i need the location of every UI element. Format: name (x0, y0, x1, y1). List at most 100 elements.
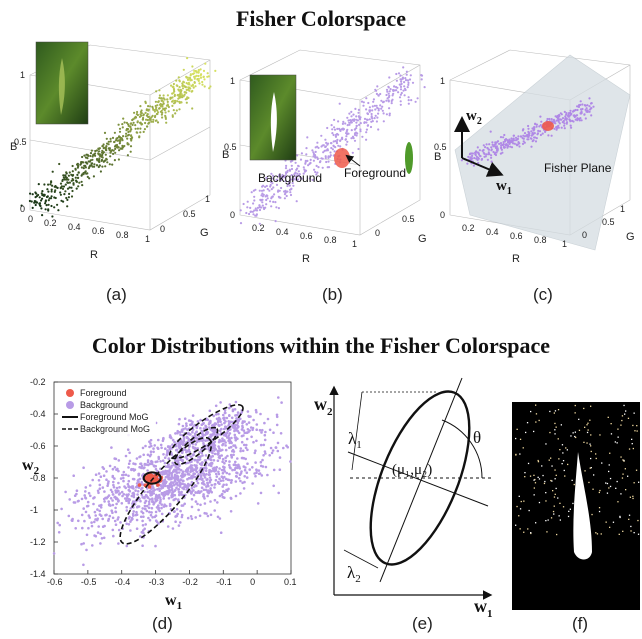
background-point (233, 408, 237, 411)
scatter-point (89, 164, 92, 167)
background-point (176, 459, 180, 462)
background-point (194, 448, 197, 451)
noise-pixel (599, 489, 601, 492)
scatter-point (350, 115, 353, 118)
background-point (134, 462, 137, 466)
background-point (219, 531, 223, 534)
background-point (143, 496, 146, 500)
scatter-point (293, 172, 296, 175)
background-point (269, 446, 273, 450)
scatter-point (476, 146, 479, 149)
background-point (190, 486, 194, 490)
scatter-point (563, 122, 566, 125)
background-point (93, 520, 96, 524)
scatter-point (136, 110, 139, 114)
scatter-point (345, 135, 348, 138)
scatter-point (376, 116, 379, 119)
x-tick-label: -0.6 (47, 577, 63, 587)
noise-pixel (565, 447, 567, 449)
background-point (160, 512, 164, 516)
scatter-point (115, 143, 119, 147)
scatter-point (357, 147, 360, 151)
scatter-point (176, 100, 179, 103)
background-point (127, 493, 130, 496)
scatter-point (68, 171, 71, 174)
background-point (80, 513, 84, 517)
background-point (255, 423, 259, 426)
caption-e: (e) (412, 614, 433, 633)
background-point (209, 513, 213, 517)
noise-pixel (622, 530, 624, 532)
panel-c-x-tick-4: 1 (562, 239, 567, 249)
background-point (155, 520, 159, 524)
scatter-point (142, 130, 145, 133)
scatter-point (147, 115, 150, 118)
scatter-point (579, 103, 582, 106)
scatter-point (160, 109, 163, 112)
noise-pixel (578, 429, 581, 431)
noise-pixel (535, 522, 537, 524)
scatter-point (338, 128, 342, 131)
scatter-point (391, 94, 394, 97)
noise-pixel (600, 533, 602, 535)
scatter-point (346, 116, 349, 119)
background-point (148, 440, 151, 444)
background-point (141, 519, 144, 523)
scatter-point (300, 152, 303, 155)
background-point (212, 442, 216, 446)
scatter-point (181, 84, 184, 87)
background-point (170, 473, 173, 477)
scatter-point (53, 206, 56, 209)
background-point (255, 468, 258, 472)
scatter-point (34, 203, 37, 207)
scatter-point (400, 91, 403, 95)
scatter-point (385, 99, 388, 102)
background-point (106, 484, 109, 488)
noise-pixel (559, 449, 561, 451)
scatter-point (390, 102, 393, 105)
scatter-point (340, 128, 343, 131)
background-point (97, 472, 101, 475)
background-point (166, 445, 170, 448)
scatter-point (381, 105, 384, 108)
background-point (179, 509, 182, 513)
legend-background: Background (80, 400, 128, 410)
foreground-point (155, 477, 159, 482)
scatter-point (49, 183, 52, 186)
scatter-point (190, 84, 193, 87)
scatter-point (484, 155, 487, 158)
background-point (134, 485, 138, 489)
noise-pixel (608, 470, 610, 473)
scatter-point (388, 90, 391, 93)
scatter-point (566, 114, 570, 117)
background-point (241, 421, 244, 425)
scatter-point (136, 120, 139, 123)
background-point (185, 435, 189, 439)
background-point (200, 451, 204, 455)
scatter-point (283, 197, 286, 200)
background-point (97, 491, 100, 495)
background-point (117, 542, 120, 545)
scatter-point (139, 131, 142, 134)
background-point (178, 483, 182, 487)
background-point (195, 426, 199, 430)
background-point (176, 475, 180, 478)
scatter-point (315, 164, 318, 167)
background-point (125, 493, 128, 497)
noise-pixel (586, 431, 589, 434)
noise-pixel (563, 469, 565, 472)
noise-pixel (616, 442, 618, 444)
background-point (201, 430, 204, 434)
background-point (152, 492, 156, 495)
background-point (206, 439, 209, 442)
background-point (58, 523, 61, 527)
panel-b-segmented-mask (270, 92, 277, 152)
background-point (149, 453, 153, 456)
scatter-point (316, 141, 319, 144)
noise-pixel (554, 433, 556, 435)
noise-pixel (617, 436, 619, 438)
scatter-point (297, 164, 300, 167)
noise-pixel (562, 460, 565, 462)
background-point (91, 478, 94, 482)
scatter-point (494, 153, 498, 157)
